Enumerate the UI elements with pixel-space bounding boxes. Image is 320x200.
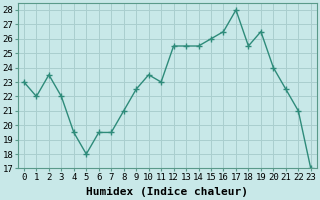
X-axis label: Humidex (Indice chaleur): Humidex (Indice chaleur) xyxy=(86,187,248,197)
